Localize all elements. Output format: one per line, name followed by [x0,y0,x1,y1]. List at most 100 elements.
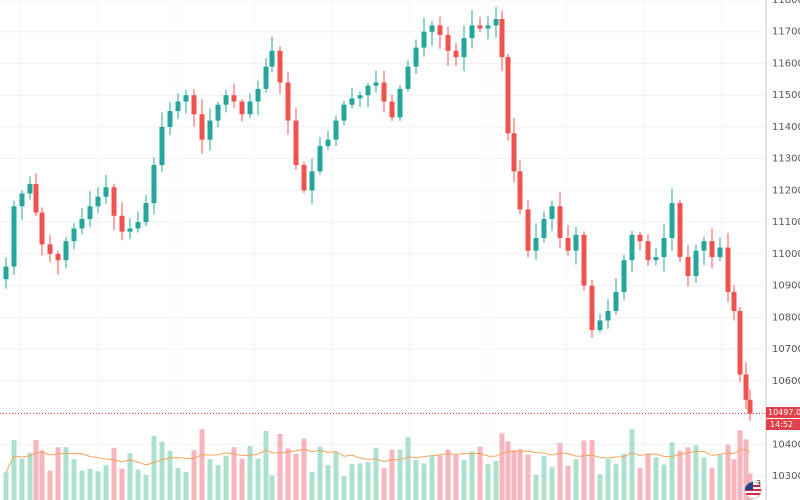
candle-body [389,101,395,118]
volume-bar [341,476,347,500]
volume-bar [301,438,307,500]
candle-body [277,50,283,83]
candle-body [429,25,435,32]
candle-body [79,218,85,229]
candle-body [33,184,39,213]
volume-bar [167,450,173,500]
candle-body [493,19,499,26]
volume-bar [429,456,435,500]
candle-body [317,145,323,172]
price-axis-tick-label: 11600.0 [772,58,800,69]
candle-body [215,104,221,121]
candle-body [737,310,743,375]
volume-bar [293,453,299,500]
volume-bar [159,441,165,500]
volume-bar [349,464,355,500]
candle-body [255,88,261,102]
candle-body [445,34,451,51]
candle-body [709,241,715,258]
candles [3,6,753,421]
candle-body [421,31,427,48]
candle-body [87,206,93,219]
candle-body [725,247,731,292]
candle-body [525,209,531,251]
candle-body [505,57,511,134]
candle-body [381,82,387,102]
volume-bar [119,468,125,500]
volume-bar [263,431,269,500]
candle-body [247,101,253,115]
candle-body [533,238,539,251]
volume-bar [437,455,443,500]
candle-body [621,260,627,292]
volume-bar [505,441,511,500]
volume-bar [637,467,643,500]
candle-body [613,291,619,311]
candle-body [731,291,737,311]
volume-bar [493,461,499,500]
volume-bar [223,455,229,500]
volume-bar [127,453,133,500]
candle-body [143,203,149,223]
price-axis-tick-label: 10800.0 [772,312,800,323]
volume-bar [525,454,531,500]
price-axis-tick-label: 11100.0 [772,217,800,228]
volume-bar [79,470,85,500]
volume-bar [27,452,33,500]
volume-bar [511,450,517,500]
volume-bar [541,456,547,500]
volume-bar [485,464,491,500]
candle-body [637,234,643,242]
candle-body [437,25,443,35]
volume-bar [389,449,395,500]
candle-body [405,66,411,89]
volume-bar [573,459,579,500]
candle-body [477,25,483,29]
us-flag-icon[interactable] [744,481,762,499]
volume-bar [191,450,197,500]
candle-body [151,165,157,204]
candle-body [231,95,237,102]
volume-bar [231,447,237,500]
volume-bar [605,459,611,500]
candle-body [461,38,467,58]
candle-body [717,247,723,258]
candle-body [357,95,363,99]
volume-bar [461,459,467,500]
volume-bar [517,449,523,500]
candle-body [71,228,77,242]
candle-body [589,285,595,331]
price-axis-tick-label: 10700.0 [772,344,800,355]
volume-bar [597,474,603,500]
candle-body [597,320,603,331]
candle-body [349,98,355,105]
candle-body [27,184,33,194]
volume-bar [581,440,587,500]
volume-bar [309,471,315,500]
candle-body [39,212,45,245]
price-axis-tick-label: 10400.0 [772,439,800,450]
candle-body [167,111,173,127]
volume-moving-average [5,448,751,473]
candle-body [159,126,165,166]
volume-bar [199,429,205,500]
candle-body [565,238,571,251]
candle-body [135,222,141,229]
volume-bar [175,468,181,500]
candle-body [669,203,675,238]
candle-body [309,171,315,191]
price-axis-tick-label: 11700.0 [772,27,800,38]
volume-bar [731,459,737,500]
volume-bar [397,449,403,500]
candle-body [743,374,749,400]
candle-body [661,238,667,258]
price-axis-tick-label: 11200.0 [772,185,800,196]
candle-body [285,82,291,121]
volume-bar [63,447,69,500]
volume-bar [669,442,675,500]
candle-body [111,187,117,216]
volume-bar [469,451,475,500]
volume-bar [111,447,117,500]
